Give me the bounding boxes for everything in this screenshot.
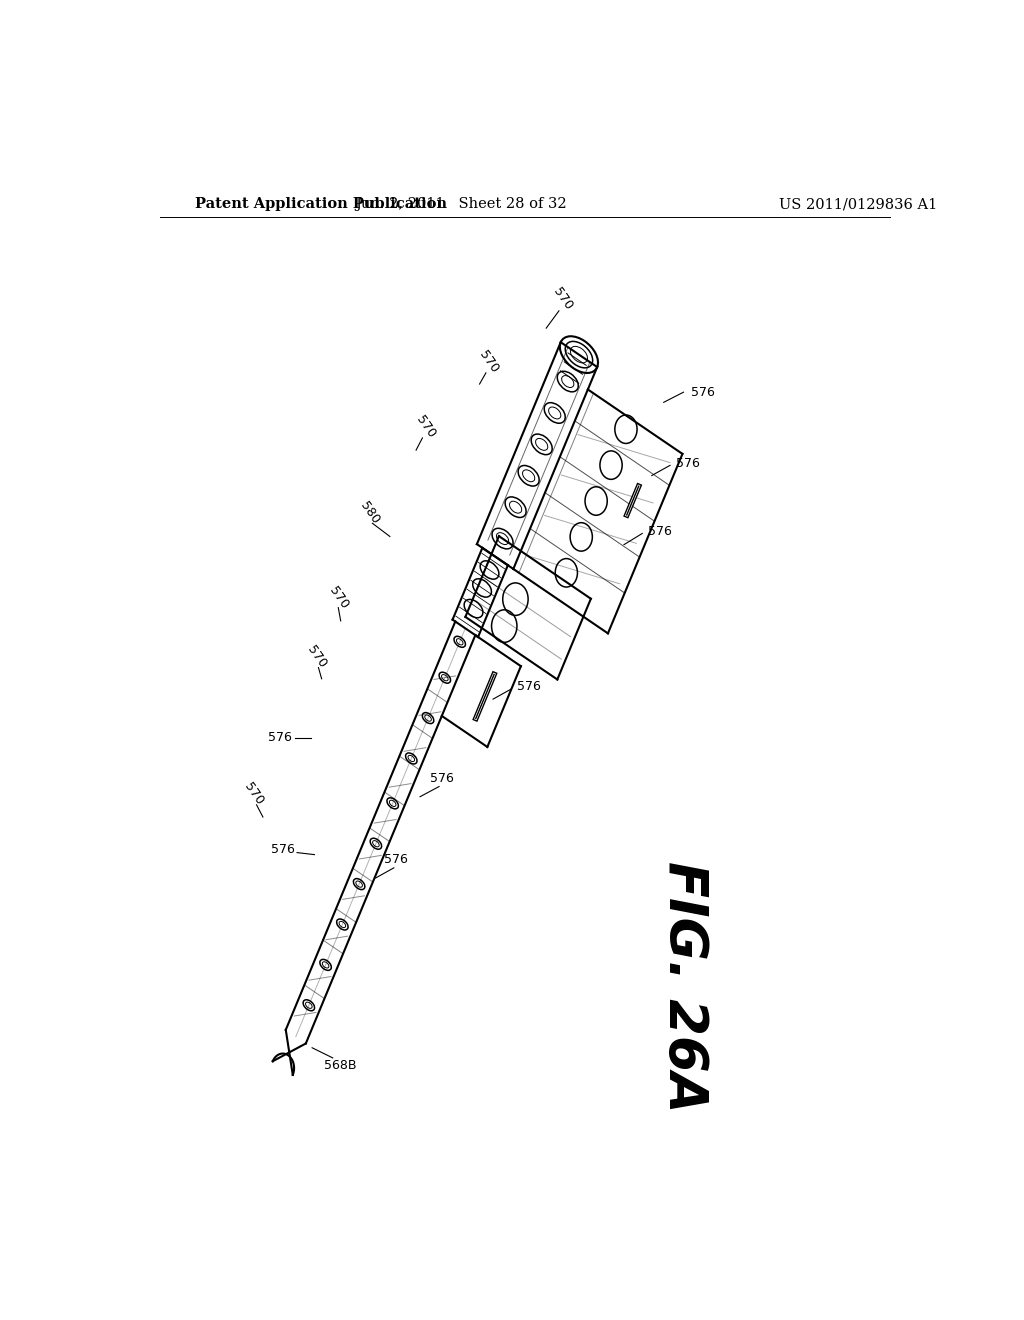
Text: 570: 570 (305, 643, 329, 671)
Text: 576: 576 (648, 525, 672, 539)
Text: 576: 576 (384, 853, 409, 866)
Text: 568B: 568B (325, 1059, 357, 1072)
Text: 570: 570 (551, 285, 575, 313)
Text: 576: 576 (268, 731, 292, 744)
Text: 576: 576 (270, 843, 295, 857)
Text: 576: 576 (429, 772, 454, 785)
Text: 576: 576 (676, 457, 699, 470)
Text: 580: 580 (357, 499, 382, 527)
Text: US 2011/0129836 A1: US 2011/0129836 A1 (778, 197, 937, 211)
Text: Jun. 2, 2011   Sheet 28 of 32: Jun. 2, 2011 Sheet 28 of 32 (355, 197, 567, 211)
Text: 570: 570 (242, 780, 265, 808)
Text: 576: 576 (691, 385, 716, 399)
Text: 570: 570 (326, 583, 350, 611)
Text: 570: 570 (477, 348, 502, 375)
Text: 576: 576 (517, 680, 541, 693)
Text: FIG. 26A: FIG. 26A (657, 861, 710, 1113)
Text: 570: 570 (414, 413, 438, 441)
Text: Patent Application Publication: Patent Application Publication (196, 197, 447, 211)
